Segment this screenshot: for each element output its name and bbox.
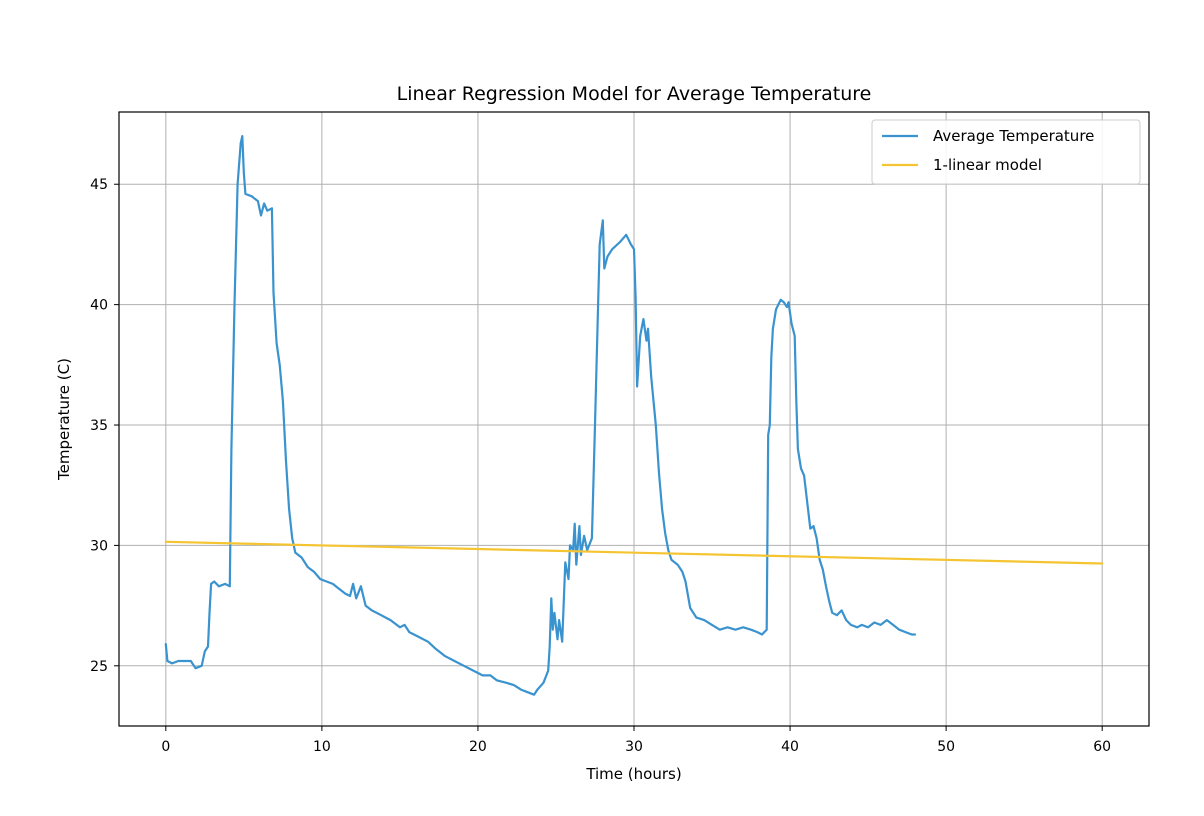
average-temperature-line (164, 135, 916, 696)
y-tick-label: 45 (90, 177, 108, 193)
x-axis-ticks: 0 10 20 30 40 50 60 (161, 726, 1111, 755)
y-axis-ticks: 25 30 35 40 45 (90, 177, 119, 675)
x-tick-label: 40 (781, 739, 799, 755)
x-tick-label: 30 (625, 739, 643, 755)
y-tick-label: 30 (90, 538, 108, 554)
x-tick-label: 0 (161, 739, 170, 755)
legend-box (871, 119, 1141, 185)
chart-title: Linear Regression Model for Average Temp… (397, 83, 872, 105)
series-layer (164, 135, 1104, 696)
y-axis-label: Temperature (C) (55, 358, 73, 481)
y-tick-label: 40 (90, 298, 108, 314)
legend-label-average-temperature: Average Temperature (933, 127, 1094, 145)
legend: Average Temperature 1-linear model (871, 119, 1141, 185)
x-tick-label: 10 (313, 739, 331, 755)
x-axis-label: Time (hours) (585, 765, 681, 783)
x-tick-label: 60 (1093, 739, 1111, 755)
linear-model-line (164, 540, 1104, 565)
x-tick-label: 50 (937, 739, 955, 755)
x-tick-label: 20 (469, 739, 487, 755)
y-tick-label: 25 (90, 659, 108, 675)
y-tick-label: 35 (90, 418, 108, 434)
legend-label-linear-model: 1-linear model (933, 156, 1042, 174)
